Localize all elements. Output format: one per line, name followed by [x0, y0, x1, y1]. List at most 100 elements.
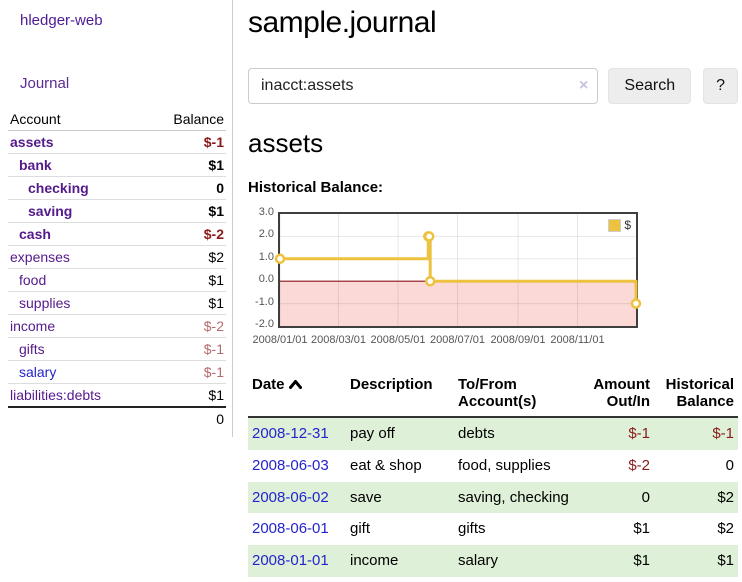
transaction-accounts: gifts — [458, 520, 486, 538]
transaction-date-link[interactable]: 2008-12-31 — [252, 425, 329, 442]
account-row: gifts $-1 — [8, 337, 226, 361]
register-header-date[interactable]: Date — [248, 372, 346, 418]
transaction-accounts: saving, checking — [458, 488, 569, 506]
account-link[interactable]: liabilities:debts — [10, 387, 102, 403]
main-content: sample.journal × Search ? assets Histori… — [248, 0, 738, 577]
chart-legend: $ — [608, 218, 631, 232]
account-row: saving $1 — [8, 199, 226, 223]
register-row: 2008-01-01 income salary $1 $1 — [248, 545, 738, 577]
transaction-accounts: debts — [458, 425, 495, 442]
register-row: 2008-06-02 save saving, checking 0 $2 — [248, 481, 738, 514]
account-balance: 0 — [146, 176, 226, 200]
search-form: × Search ? — [248, 68, 738, 104]
page-title: sample.journal — [248, 6, 437, 39]
account-balance: $-1 — [146, 337, 226, 361]
transaction-description: pay off — [350, 425, 395, 442]
account-row: cash $-2 — [8, 222, 226, 246]
account-balance: $-2 — [146, 222, 226, 246]
y-tick-label: -2.0 — [255, 318, 274, 330]
accounts-table-header: Account Balance — [8, 108, 226, 131]
transaction-description: eat & shop — [350, 456, 422, 474]
clear-search-icon[interactable]: × — [579, 77, 589, 94]
chart-title: Historical Balance: — [248, 179, 384, 196]
transaction-balance: $2 — [717, 520, 734, 538]
x-tick-label: 2008/09/01 — [490, 334, 546, 346]
transaction-amount: 0 — [641, 488, 650, 506]
account-row: assets $-1 — [8, 130, 226, 154]
transaction-date-link[interactable]: 2008-06-03 — [252, 456, 329, 474]
x-tick-label: 2008/03/01 — [310, 334, 367, 346]
transaction-balance: $-1 — [712, 425, 734, 442]
account-link[interactable]: expenses — [10, 249, 70, 265]
accounts-total-row: 0 — [8, 406, 226, 430]
account-balance: $1 — [146, 268, 226, 292]
x-tick-label: 2008/05/01 — [370, 334, 426, 346]
register-table: Date Description To/From Account(s) Amou… — [248, 372, 738, 577]
search-input[interactable] — [248, 68, 599, 104]
legend-swatch-icon — [608, 218, 622, 232]
register-header-description: Description — [346, 372, 454, 418]
search-button[interactable]: Search — [608, 68, 692, 104]
sidebar-item-journal[interactable]: Journal — [20, 75, 70, 92]
account-heading: assets — [248, 128, 324, 158]
x-tick-label: 2008/01/01 — [252, 334, 308, 346]
transaction-date-link[interactable]: 2008-06-01 — [252, 520, 329, 538]
balance-chart: 3.0 2.0 1.0 0.0 -1.0 -2.0 $ 2008/01/01 2008/03… — [248, 206, 738, 350]
transaction-balance: $2 — [717, 488, 734, 506]
accounts-header-account: Account — [8, 108, 147, 131]
transaction-description: gift — [350, 520, 371, 538]
register-header-balance: Historical Balance — [654, 372, 738, 418]
account-link[interactable]: saving — [28, 203, 73, 219]
help-button[interactable]: ? — [703, 68, 738, 104]
register-header-accounts: To/From Account(s) — [454, 372, 574, 418]
account-link[interactable]: checking — [28, 180, 89, 196]
transaction-accounts: salary — [458, 552, 499, 569]
transaction-accounts: food, supplies — [458, 456, 551, 474]
transaction-balance: $1 — [717, 552, 734, 569]
balance-chart-plot: $ — [274, 212, 642, 328]
transaction-date-link[interactable]: 2008-06-02 — [252, 488, 329, 506]
account-row: salary $-1 — [8, 360, 226, 384]
transaction-amount: $1 — [633, 552, 650, 569]
account-link[interactable]: gifts — [19, 341, 45, 357]
register-row: 2008-06-03 eat & shop food, supplies $-2 0 — [248, 450, 738, 482]
account-link[interactable]: salary — [19, 364, 57, 380]
account-link[interactable]: food — [19, 272, 47, 288]
y-tick-label: 2.0 — [258, 228, 274, 241]
x-tick-label: 2008/11/01 — [550, 334, 605, 346]
account-balance: $-1 — [146, 130, 226, 154]
account-row: checking 0 — [8, 176, 226, 200]
brand-link[interactable]: hledger-web — [20, 12, 103, 29]
transaction-date-link[interactable]: 2008-01-01 — [252, 552, 329, 569]
y-tick-label: -1.0 — [255, 295, 274, 308]
register-row: 2008-06-01 gift gifts $1 $2 — [248, 513, 738, 545]
account-balance: $1 — [146, 291, 226, 315]
sidebar: hledger-web Journal Account Balance asse… — [0, 0, 233, 437]
account-link[interactable]: supplies — [19, 295, 71, 311]
register-header-amount: Amount Out/In — [574, 372, 654, 418]
chart-canvas — [274, 214, 642, 326]
account-row: food $1 — [8, 268, 226, 292]
account-balance: $1 — [146, 383, 226, 408]
accounts-header-balance: Balance — [146, 108, 226, 131]
transaction-amount: $-1 — [628, 425, 650, 442]
account-balance: $-1 — [146, 360, 226, 384]
account-link[interactable]: bank — [19, 157, 52, 173]
account-link[interactable]: income — [10, 318, 56, 334]
account-balance: $2 — [146, 245, 226, 269]
account-link[interactable]: cash — [19, 226, 51, 242]
account-balance: $1 — [146, 199, 226, 223]
account-row: income $-2 — [8, 314, 226, 338]
account-link[interactable]: assets — [10, 134, 54, 150]
account-row: bank $1 — [8, 153, 226, 177]
legend-label: $ — [624, 218, 631, 232]
account-balance: $-2 — [146, 314, 226, 338]
sort-ascending-icon — [288, 377, 302, 394]
transaction-description: income — [350, 552, 399, 569]
transaction-amount: $-2 — [628, 456, 650, 474]
x-tick-label: 2008/07/01 — [429, 334, 486, 346]
register-row: 2008-12-31 pay off debts $-1 $-1 — [248, 417, 738, 450]
transaction-balance: 0 — [725, 456, 734, 474]
account-balance: $1 — [146, 153, 226, 177]
account-row: supplies $1 — [8, 291, 226, 315]
